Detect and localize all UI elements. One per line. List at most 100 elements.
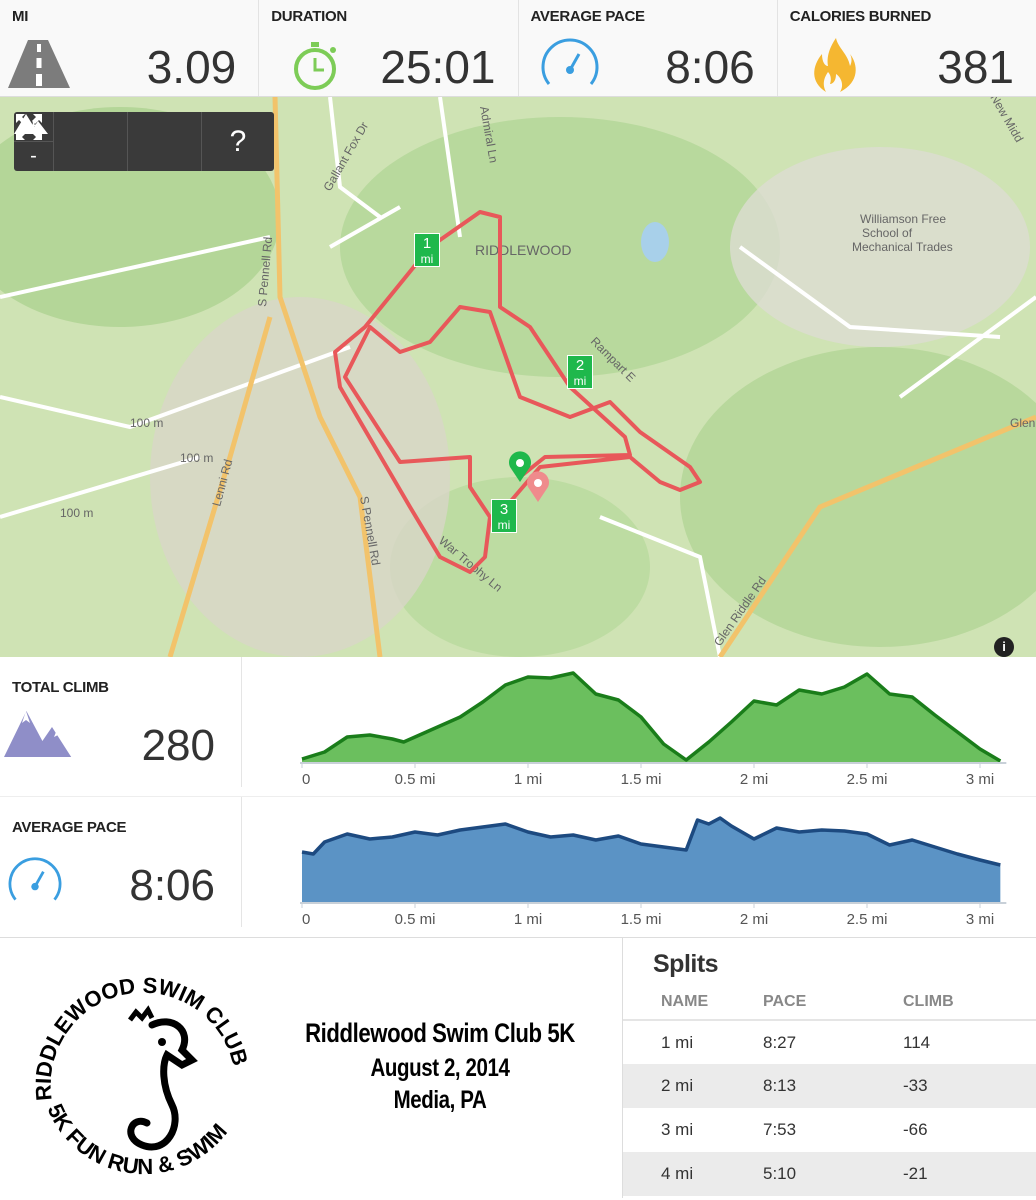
race-info: Riddlewood Swim Club 5K August 2, 2014 M… — [301, 1014, 580, 1116]
x-tick-label: 0.5 mi — [395, 911, 436, 928]
speedometer-icon — [541, 38, 598, 85]
x-tick-label: 2 mi — [740, 911, 768, 928]
svg-text:Glen: Glen — [1010, 416, 1035, 430]
chart-line — [301, 816, 1001, 867]
stat-label: DURATION — [271, 8, 347, 25]
zoom-in-button[interactable]: + — [13, 113, 54, 142]
split-row: 3 mi 7:53 -66 — [623, 1108, 1036, 1152]
col-name: NAME — [623, 989, 763, 1021]
stat-pace: AVERAGE PACE 8:06 — [519, 0, 778, 96]
split-cell: 8:27 — [763, 1032, 797, 1052]
split-cell: 5:10 — [763, 1152, 903, 1196]
zoom-control: + - — [13, 112, 54, 171]
stopwatch-icon — [294, 42, 337, 90]
x-tick-label: 1 mi — [514, 911, 542, 928]
race-location: Media, PA — [393, 1086, 487, 1114]
stat-value: 381 — [937, 41, 1014, 93]
x-tick-label: 0.5 mi — [395, 771, 436, 788]
chart-area — [302, 673, 1001, 762]
x-tick-label: 2.5 mi — [847, 771, 888, 788]
split-cell: 4 mi — [623, 1152, 763, 1196]
x-tick-label: 1.5 mi — [621, 911, 662, 928]
flame-icon — [813, 38, 856, 92]
splits-table: NAME PACE CLIMB 1 mi 8:27 114 2 mi 8:13 -33 3 … — [623, 989, 1036, 1196]
route-line — [333, 210, 702, 574]
svg-text:New Midd: New Midd — [987, 97, 1026, 145]
split-row: 2 mi 8:13 -33 — [623, 1064, 1036, 1108]
help-button[interactable]: ? — [229, 124, 247, 158]
split-cell: 114 — [903, 1032, 931, 1052]
svg-text:Gallant Fox Dr: Gallant Fox Dr — [320, 120, 371, 194]
stat-label: CALORIES BURNED — [789, 8, 932, 25]
terrain-button[interactable] — [14, 112, 202, 171]
split-cell: -21 — [903, 1152, 1036, 1196]
roads — [0, 97, 1036, 657]
zoom-out-button[interactable]: - — [30, 144, 37, 167]
fullscreen-button[interactable] — [16, 112, 128, 171]
map-controls: + - ? — [13, 112, 274, 171]
speedometer-icon — [8, 857, 62, 901]
split-row: 4 mi 5:10 -21 — [623, 1152, 1036, 1196]
start-marker[interactable] — [508, 451, 531, 482]
mile-marker-1[interactable]: 1 mi — [414, 233, 440, 267]
split-cell: -66 — [903, 1120, 928, 1139]
route-map[interactable]: RIDDLEWOOD Gallant Fox Dr Admiral Ln S P… — [0, 97, 1036, 657]
svg-text:RIDDLEWOOD: RIDDLEWOOD — [475, 242, 571, 258]
swim-club-logo: RIDDLEWOOD SWIM CLUB 5K FUN RUN & SWIM — [30, 973, 253, 1180]
stat-value: 25:01 — [380, 41, 496, 93]
x-tick-label: 1.5 mi — [621, 771, 662, 788]
stat-label: AVERAGE PACE — [530, 8, 646, 25]
stat-distance: MI 3.09 — [0, 0, 260, 96]
pace-chart[interactable]: 0 0.5 mi 1 mi 1.5 mi 2 mi 2.5 mi 3 mi — [242, 797, 1036, 937]
split-cell: 3 mi — [661, 1120, 694, 1139]
splits-title: Splits — [653, 950, 719, 978]
x-tick-label: 3 mi — [966, 771, 994, 788]
pace-row: AVERAGE PACE 8:06 0 0.5 mi 1 mi 1.5 mi 2 mi 2… — [0, 797, 1036, 937]
mile-marker-2[interactable]: 2 mi — [567, 355, 593, 389]
climb-value: 280 — [141, 721, 215, 770]
stat-label: MI — [12, 8, 29, 25]
info-icon[interactable]: i — [994, 637, 1014, 657]
svg-text:Mechanical Trades: Mechanical Trades — [852, 240, 953, 254]
mountain-icon — [14, 114, 48, 134]
x-tick-label: 1 mi — [514, 771, 542, 788]
climb-row: TOTAL CLIMB 280 0 0.5 mi 1 mi 1.5 mi 2 mi 2.5… — [0, 657, 1036, 797]
stat-value: 8:06 — [665, 41, 755, 93]
climb-summary: TOTAL CLIMB 280 — [0, 657, 242, 787]
split-cell: 8:13 — [763, 1064, 903, 1108]
svg-text:RIDDLEWOOD SWIM CLUB: RIDDLEWOOD SWIM CLUB — [30, 973, 253, 1102]
race-date: August 2, 2014 — [370, 1054, 510, 1082]
chart-line — [301, 671, 1002, 763]
col-climb: CLIMB — [903, 989, 1036, 1021]
mile-marker-3[interactable]: 3 mi — [491, 499, 517, 533]
pace-value: 8:06 — [129, 861, 215, 910]
svg-text:100 m: 100 m — [180, 451, 213, 465]
stat-duration: DURATION 25:01 — [259, 0, 519, 96]
end-marker[interactable] — [527, 471, 549, 502]
col-pace: PACE — [763, 989, 903, 1021]
x-tick-label: 2.5 mi — [847, 911, 888, 928]
pace-summary: AVERAGE PACE 8:06 — [0, 797, 242, 927]
x-tick-label: 0 — [302, 771, 310, 788]
elevation-chart[interactable]: 0 0.5 mi 1 mi 1.5 mi 2 mi 2.5 mi 3 mi — [242, 657, 1036, 797]
x-tick-label: 3 mi — [966, 911, 994, 928]
mountain-icon — [4, 711, 72, 757]
split-cell: 1 mi — [661, 1032, 694, 1052]
splits-panel: Splits NAME PACE CLIMB 1 mi 8:27 114 2 mi 8:… — [622, 938, 1036, 1198]
stat-value: 3.09 — [146, 41, 237, 93]
climb-label: TOTAL CLIMB — [12, 679, 109, 696]
svg-text:100 m: 100 m — [130, 416, 163, 430]
chart-area — [302, 818, 1001, 902]
svg-text:Williamson Free: Williamson Free — [860, 212, 946, 226]
race-section: RIDDLEWOOD SWIM CLUB 5K FUN RUN & SWIM R… — [0, 937, 1036, 1198]
split-cell: 7:53 — [763, 1120, 797, 1139]
svg-text:100 m: 100 m — [60, 506, 93, 520]
pace-label: AVERAGE PACE — [12, 819, 127, 836]
split-cell: -33 — [903, 1064, 1036, 1108]
road-icon — [8, 40, 70, 88]
svg-text:School of: School of — [862, 226, 913, 240]
split-row: 1 mi 8:27 114 — [623, 1020, 1036, 1064]
split-cell: 2 mi — [623, 1064, 763, 1108]
stats-bar: MI 3.09 DURATION 25:01 AVERAGE PACE 8:06… — [0, 0, 1036, 97]
terrain — [0, 107, 1036, 657]
